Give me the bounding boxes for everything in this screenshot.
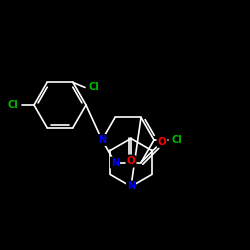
- Text: N: N: [111, 158, 119, 168]
- Text: Cl: Cl: [88, 82, 100, 92]
- Text: O: O: [127, 156, 136, 166]
- Text: N: N: [98, 135, 106, 145]
- Text: Cl: Cl: [8, 100, 18, 110]
- Text: Cl: Cl: [172, 135, 182, 145]
- Text: O: O: [158, 136, 166, 146]
- Text: N: N: [127, 182, 135, 192]
